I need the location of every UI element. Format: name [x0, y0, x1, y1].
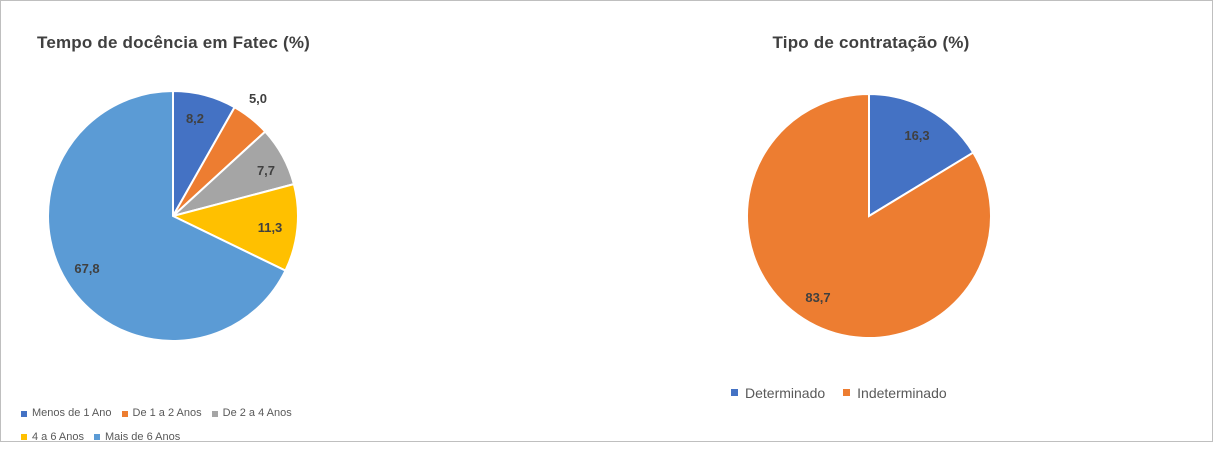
data-label: 83,7 — [805, 290, 830, 305]
legend: Menos de 1 Ano De 1 a 2 Anos De 2 a 4 Anos… — [21, 402, 381, 449]
data-label: 67,8 — [74, 261, 99, 276]
chart-panel-docencia: Tempo de docência em Fatec (%) 8,2 5,0 7,7… — [1, 1, 601, 443]
pie-slice-4-a-6-anos — [170, 182, 299, 272]
legend-label: De 2 a 4 Anos — [222, 407, 292, 419]
pie-slice-mais-de-6-anos — [47, 89, 287, 342]
pie-chart-docencia: 8,2 5,0 7,7 11,3 67,8 — [47, 89, 299, 342]
legend-label: 4 a 6 Anos — [32, 430, 84, 443]
legend-label: Mais de 6 Anos — [105, 430, 181, 443]
legend-item: Determinado — [731, 385, 825, 401]
legend-label: De 1 a 2 Anos — [132, 407, 202, 419]
data-label: 5,0 — [249, 91, 267, 106]
legend-swatch — [121, 410, 128, 417]
data-label: 8,2 — [186, 111, 204, 126]
legend-swatch — [21, 410, 27, 417]
pie-chart-contratacao: 16,3 83,7 — [746, 92, 992, 339]
legend-item: Menos de 1 Ano — [21, 402, 112, 425]
legend: Determinado Indeterminado — [731, 383, 965, 401]
legend-item: De 1 a 2 Anos — [121, 402, 202, 425]
legend-item: 4 a 6 Anos — [21, 426, 84, 449]
legend-item: Indeterminado — [843, 385, 947, 401]
data-label: 11,3 — [258, 220, 283, 235]
legend-swatch — [843, 389, 851, 396]
legend-label: Determinado — [745, 384, 826, 401]
legend-swatch — [21, 434, 27, 440]
data-label: 7,7 — [257, 163, 275, 178]
legend-swatch — [211, 410, 218, 417]
chart-title: Tempo de docência em Fatec (%) — [37, 33, 311, 52]
data-label: 16,3 — [904, 128, 929, 143]
legend-item: De 2 a 4 Anos — [211, 402, 292, 425]
legend-swatch — [731, 389, 738, 396]
legend-swatch — [94, 434, 100, 440]
legend-label: Menos de 1 Ano — [32, 407, 112, 419]
legend-label: Indeterminado — [857, 384, 947, 401]
pie-slice-determinado — [868, 92, 975, 218]
chart-panel-contratacao: Tipo de contratação (%) 16,3 83,7 Determi… — [601, 1, 1212, 441]
legend-item: Mais de 6 Anos — [94, 426, 180, 449]
chart-title: Tipo de contratação (%) — [772, 33, 970, 52]
pie-slice-indeterminado — [746, 92, 992, 339]
